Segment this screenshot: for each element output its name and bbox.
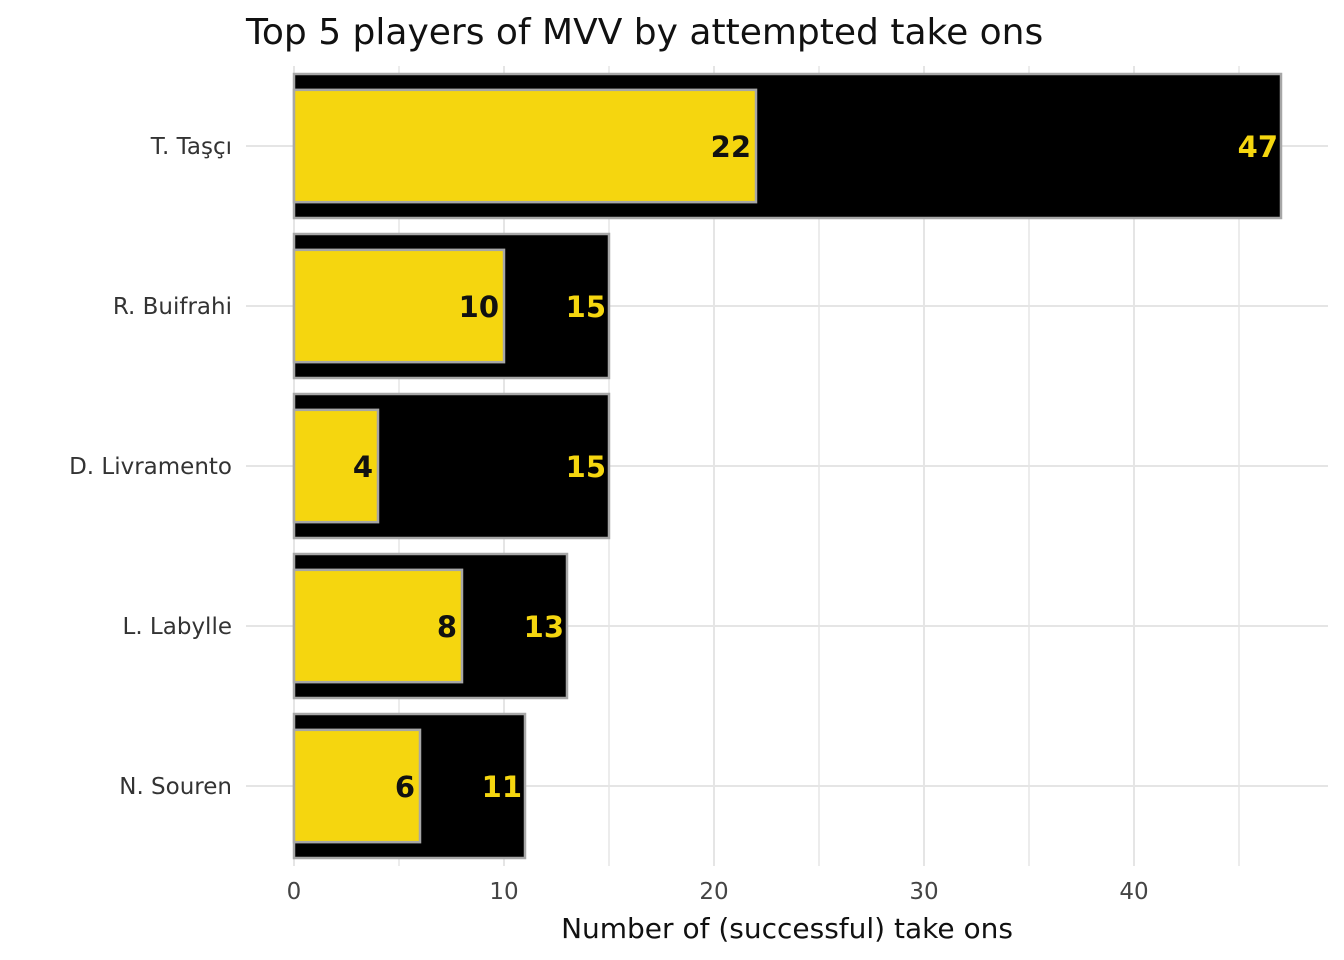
- chart-title: Top 5 players of MVV by attempted take o…: [245, 12, 1043, 53]
- y-tick-label: N. Souren: [119, 774, 232, 800]
- bar-successful: [292, 568, 464, 684]
- data-label-successful: 8: [437, 610, 457, 644]
- data-label-successful: 4: [353, 450, 373, 484]
- x-tick-label: 10: [489, 879, 518, 905]
- data-label-attempted: 13: [524, 610, 564, 644]
- y-tick-label: L. Labylle: [123, 614, 233, 640]
- data-label-attempted: 15: [566, 450, 606, 484]
- y-tick-label: T. Taşçı: [150, 134, 232, 160]
- bars-layer: [292, 72, 1283, 860]
- labels-layer: 47 22 15 10 15 4 13 8 11 6: [353, 130, 1278, 804]
- bar-successful: [292, 728, 422, 844]
- x-tick-label: 20: [699, 879, 728, 905]
- y-tick-label: R. Buifrahi: [113, 294, 232, 320]
- x-axis-label: Number of (successful) take ons: [561, 912, 1013, 945]
- data-label-successful: 10: [459, 290, 499, 324]
- data-label-attempted: 47: [1238, 130, 1278, 164]
- bar-successful: [292, 408, 380, 524]
- data-label-attempted: 15: [566, 290, 606, 324]
- bar-successful: [292, 88, 758, 204]
- axis-layer: T. Taşçı R. Buifrahi D. Livramento L. Labyl…: [69, 134, 1149, 905]
- x-tick-label: 0: [287, 879, 302, 905]
- data-label-attempted: 11: [482, 770, 522, 804]
- data-label-successful: 22: [711, 130, 751, 164]
- x-tick-label: 30: [909, 879, 938, 905]
- x-tick-label: 40: [1119, 879, 1148, 905]
- y-tick-label: D. Livramento: [69, 454, 232, 480]
- data-label-successful: 6: [395, 770, 415, 804]
- bar-successful: [292, 248, 506, 364]
